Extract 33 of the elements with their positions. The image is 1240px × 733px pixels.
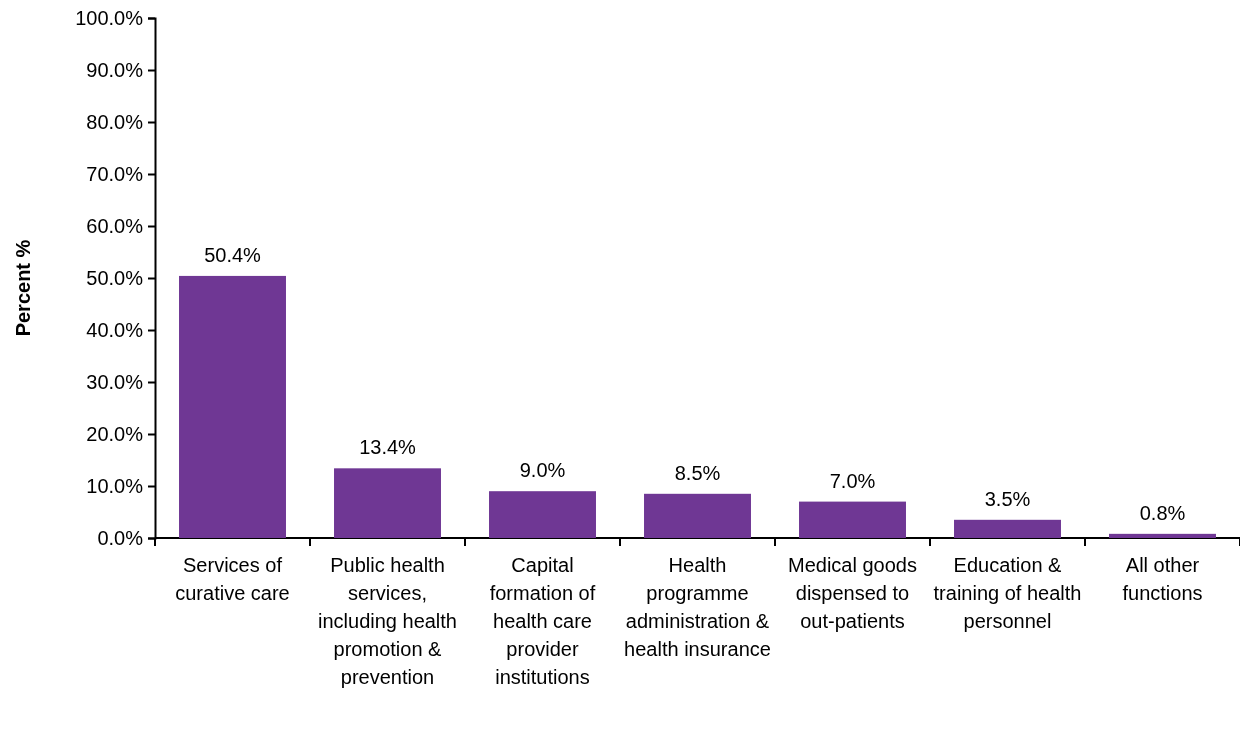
y-tick-label: 80.0% [86,110,144,133]
y-tick-label: 50.0% [86,266,144,289]
x-tick-label: All other functions [1122,554,1203,604]
data-label: 7.0% [829,469,876,492]
bar [644,493,751,538]
y-tick-label: 40.0% [86,318,144,341]
bar [179,275,286,538]
bar [799,501,906,538]
bar [1109,533,1216,538]
x-tick-label: Capital formation of health care provider institutions [489,554,596,688]
data-label: 13.4% [359,436,417,459]
data-label: 8.5% [674,461,721,484]
data-label: 50.4% [204,243,262,266]
y-tick-label: 10.0% [86,474,144,497]
y-tick-label: 30.0% [86,370,144,393]
data-label: 3.5% [984,487,1031,510]
bar [954,519,1061,538]
data-label: 0.8% [1139,501,1186,524]
x-tick-label: Health programme administration & health insurance [624,554,771,660]
y-tick-label: 90.0% [86,58,144,81]
y-tick-label: 60.0% [86,214,144,237]
data-label: 9.0% [519,459,566,482]
y-tick-label: 0.0% [97,526,144,549]
bar [334,468,441,538]
y-tick-label: 70.0% [86,162,144,185]
x-tick-label: Education & training of health personnel [933,554,1082,632]
x-tick-label: Public health services, including health promotion & prevention [318,554,457,688]
bar [489,491,596,538]
y-tick-label: 20.0% [86,422,144,445]
x-tick-label: Medical goods dispensed to out-patients [788,554,917,632]
y-axis-title: Percent % [12,239,34,337]
y-tick-label: 100.0% [75,6,144,29]
x-tick-label: Services of curative care [175,554,290,604]
